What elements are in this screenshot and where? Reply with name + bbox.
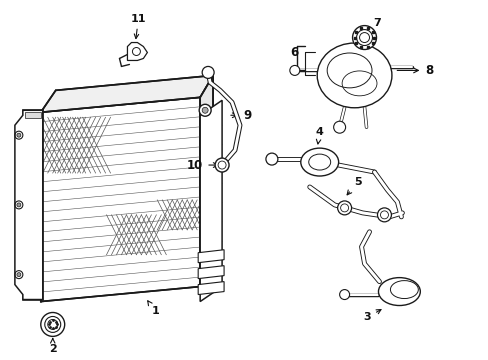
Polygon shape [127,42,147,60]
Circle shape [41,312,64,336]
Circle shape [356,30,372,45]
Circle shape [265,153,277,165]
Polygon shape [25,112,41,118]
Polygon shape [41,75,213,112]
Polygon shape [23,110,42,300]
Circle shape [202,107,208,113]
Text: 1: 1 [147,301,159,316]
Circle shape [377,208,390,222]
Text: 11: 11 [130,14,146,39]
Ellipse shape [317,43,391,108]
Circle shape [337,201,351,215]
Circle shape [17,273,21,276]
Circle shape [215,158,228,172]
Circle shape [45,316,61,332]
Circle shape [339,289,349,300]
Polygon shape [15,110,42,300]
Circle shape [359,32,369,42]
Text: 10: 10 [187,158,218,172]
Circle shape [48,319,58,329]
Polygon shape [198,282,224,294]
Ellipse shape [378,278,420,306]
Polygon shape [200,75,213,287]
Circle shape [289,66,299,75]
Circle shape [17,203,21,207]
Text: 8: 8 [396,64,432,77]
Polygon shape [41,97,200,302]
Text: 9: 9 [230,109,252,122]
Polygon shape [198,250,224,263]
Polygon shape [200,100,222,302]
Text: 4: 4 [315,127,323,144]
Text: 2: 2 [49,338,57,354]
Text: 5: 5 [346,177,361,195]
Text: 6: 6 [290,46,298,59]
Circle shape [17,133,21,137]
Circle shape [202,67,214,78]
Text: 7: 7 [368,18,381,33]
Circle shape [352,26,376,50]
Circle shape [199,104,211,116]
Polygon shape [198,266,224,279]
Ellipse shape [300,148,338,176]
Circle shape [333,121,345,133]
Text: 3: 3 [363,310,380,323]
